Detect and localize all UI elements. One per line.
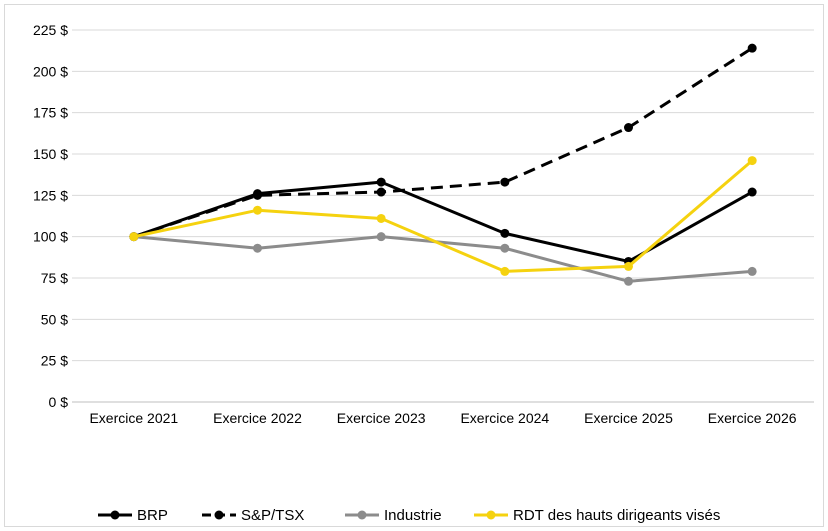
data-point — [500, 243, 510, 253]
data-point — [500, 228, 510, 238]
legend: BRP S&P/TSX Industrie RDT des hauts dirigea… — [98, 507, 720, 524]
data-point — [376, 177, 386, 187]
data-point — [624, 276, 633, 286]
data-point — [253, 190, 262, 200]
legend-label: BRP — [137, 507, 168, 524]
legend-marker — [110, 510, 120, 520]
y-tick-label: 150 $ — [33, 146, 68, 162]
y-tick-label: 175 $ — [33, 105, 68, 121]
data-point — [747, 187, 757, 197]
series-line — [133, 46, 753, 239]
data-point — [500, 177, 510, 187]
data-point — [376, 213, 386, 223]
series-line — [133, 235, 753, 283]
data-point — [747, 266, 757, 276]
data-point — [624, 261, 633, 271]
legend-marker — [357, 510, 367, 520]
legend-label: S&P/TSX — [241, 507, 304, 524]
y-tick-label: 125 $ — [33, 187, 68, 203]
series-line — [133, 180, 753, 263]
y-tick-label: 225 $ — [33, 22, 68, 38]
data-point — [129, 232, 139, 242]
legend-marker — [486, 510, 496, 520]
x-tick-label: Exercice 2026 — [708, 410, 797, 426]
legend-label: Industrie — [384, 507, 442, 524]
data-point — [624, 123, 633, 133]
series-line — [133, 159, 754, 273]
data-point — [500, 266, 510, 276]
y-tick-label: 0 $ — [49, 394, 69, 410]
y-tick-label: 50 $ — [41, 311, 68, 327]
y-tick-label: 75 $ — [41, 270, 68, 286]
y-tick-label: 100 $ — [33, 229, 68, 245]
data-point — [376, 187, 386, 197]
gridlines — [72, 29, 814, 403]
y-tick-label: 25 $ — [41, 353, 68, 369]
x-tick-label: Exercice 2025 — [584, 410, 673, 426]
x-tick-label: Exercice 2023 — [337, 410, 426, 426]
data-point — [253, 205, 262, 215]
y-axis-ticks: 0 $ 25 $ 50 $ 75 $ 100 $ 125 $ 150 $ 175 $ 200 $… — [33, 22, 68, 410]
data-point — [253, 243, 262, 253]
series-lines — [129, 43, 757, 286]
x-axis-ticks: Exercice 2021 Exercice 2022 Exercice 2023 E… — [89, 410, 796, 426]
chart-frame — [4, 4, 824, 527]
data-point — [747, 43, 757, 53]
legend-marker — [214, 510, 224, 520]
x-tick-label: Exercice 2024 — [460, 410, 549, 426]
x-tick-label: Exercice 2022 — [213, 410, 302, 426]
data-point — [747, 156, 757, 166]
y-tick-label: 200 $ — [33, 63, 68, 79]
data-point — [376, 232, 386, 242]
x-tick-label: Exercice 2021 — [89, 410, 178, 426]
legend-label: RDT des hauts dirigeants visés — [513, 507, 720, 524]
